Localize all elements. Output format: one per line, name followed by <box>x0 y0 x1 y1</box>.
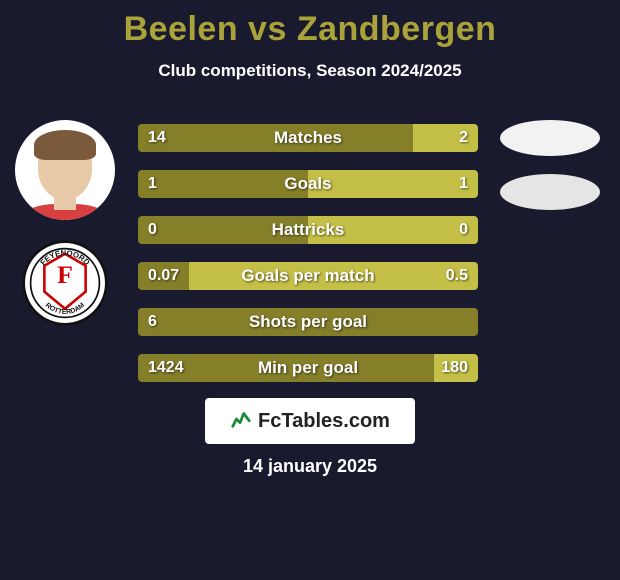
source-badge: FcTables.com <box>205 398 415 444</box>
stat-row: Goals1 1 <box>138 170 478 198</box>
source-badge-text: FcTables.com <box>258 410 390 433</box>
chart-icon <box>230 408 252 435</box>
stat-label: Matches <box>138 124 478 152</box>
stat-value-right: 0.5 <box>446 262 468 290</box>
stat-value-right: 0 <box>459 216 468 244</box>
page-subtitle: Club competitions, Season 2024/2025 <box>0 61 620 81</box>
svg-text:F: F <box>57 260 73 289</box>
club-badge-left: F FEYENOORD ROTTERDAM <box>22 240 108 326</box>
stat-label: Goals <box>138 170 478 198</box>
stat-label: Shots per goal <box>138 308 478 336</box>
stat-row: Matches14 2 <box>138 124 478 152</box>
stat-value-right: 1 <box>459 170 468 198</box>
stat-value-left: 1 <box>148 170 157 198</box>
stats-bars: Matches14 2 Goals1 1 Hattricks0 0 Goals per ma… <box>138 124 478 400</box>
club-badge-right <box>500 174 600 210</box>
left-player-column: F FEYENOORD ROTTERDAM <box>10 120 120 326</box>
stat-value-left: 0 <box>148 216 157 244</box>
stat-value-left: 0.07 <box>148 262 179 290</box>
stat-label: Goals per match <box>138 262 478 290</box>
player-avatar-left <box>15 120 115 220</box>
stat-label: Min per goal <box>138 354 478 382</box>
page-title: Beelen vs Zandbergen <box>0 10 620 49</box>
player-avatar-right <box>500 120 600 156</box>
stat-value-left: 1424 <box>148 354 184 382</box>
right-player-column <box>490 120 610 228</box>
stat-row: Goals per match0.07 0.5 <box>138 262 478 290</box>
stat-value-right: 2 <box>459 124 468 152</box>
stat-row: Shots per goal6 <box>138 308 478 336</box>
stat-row: Hattricks0 0 <box>138 216 478 244</box>
stat-value-left: 14 <box>148 124 166 152</box>
date-line: 14 january 2025 <box>0 456 620 477</box>
stat-row: Min per goal1424 180 <box>138 354 478 382</box>
stat-label: Hattricks <box>138 216 478 244</box>
stat-value-right: 180 <box>441 354 468 382</box>
stat-value-left: 6 <box>148 308 157 336</box>
